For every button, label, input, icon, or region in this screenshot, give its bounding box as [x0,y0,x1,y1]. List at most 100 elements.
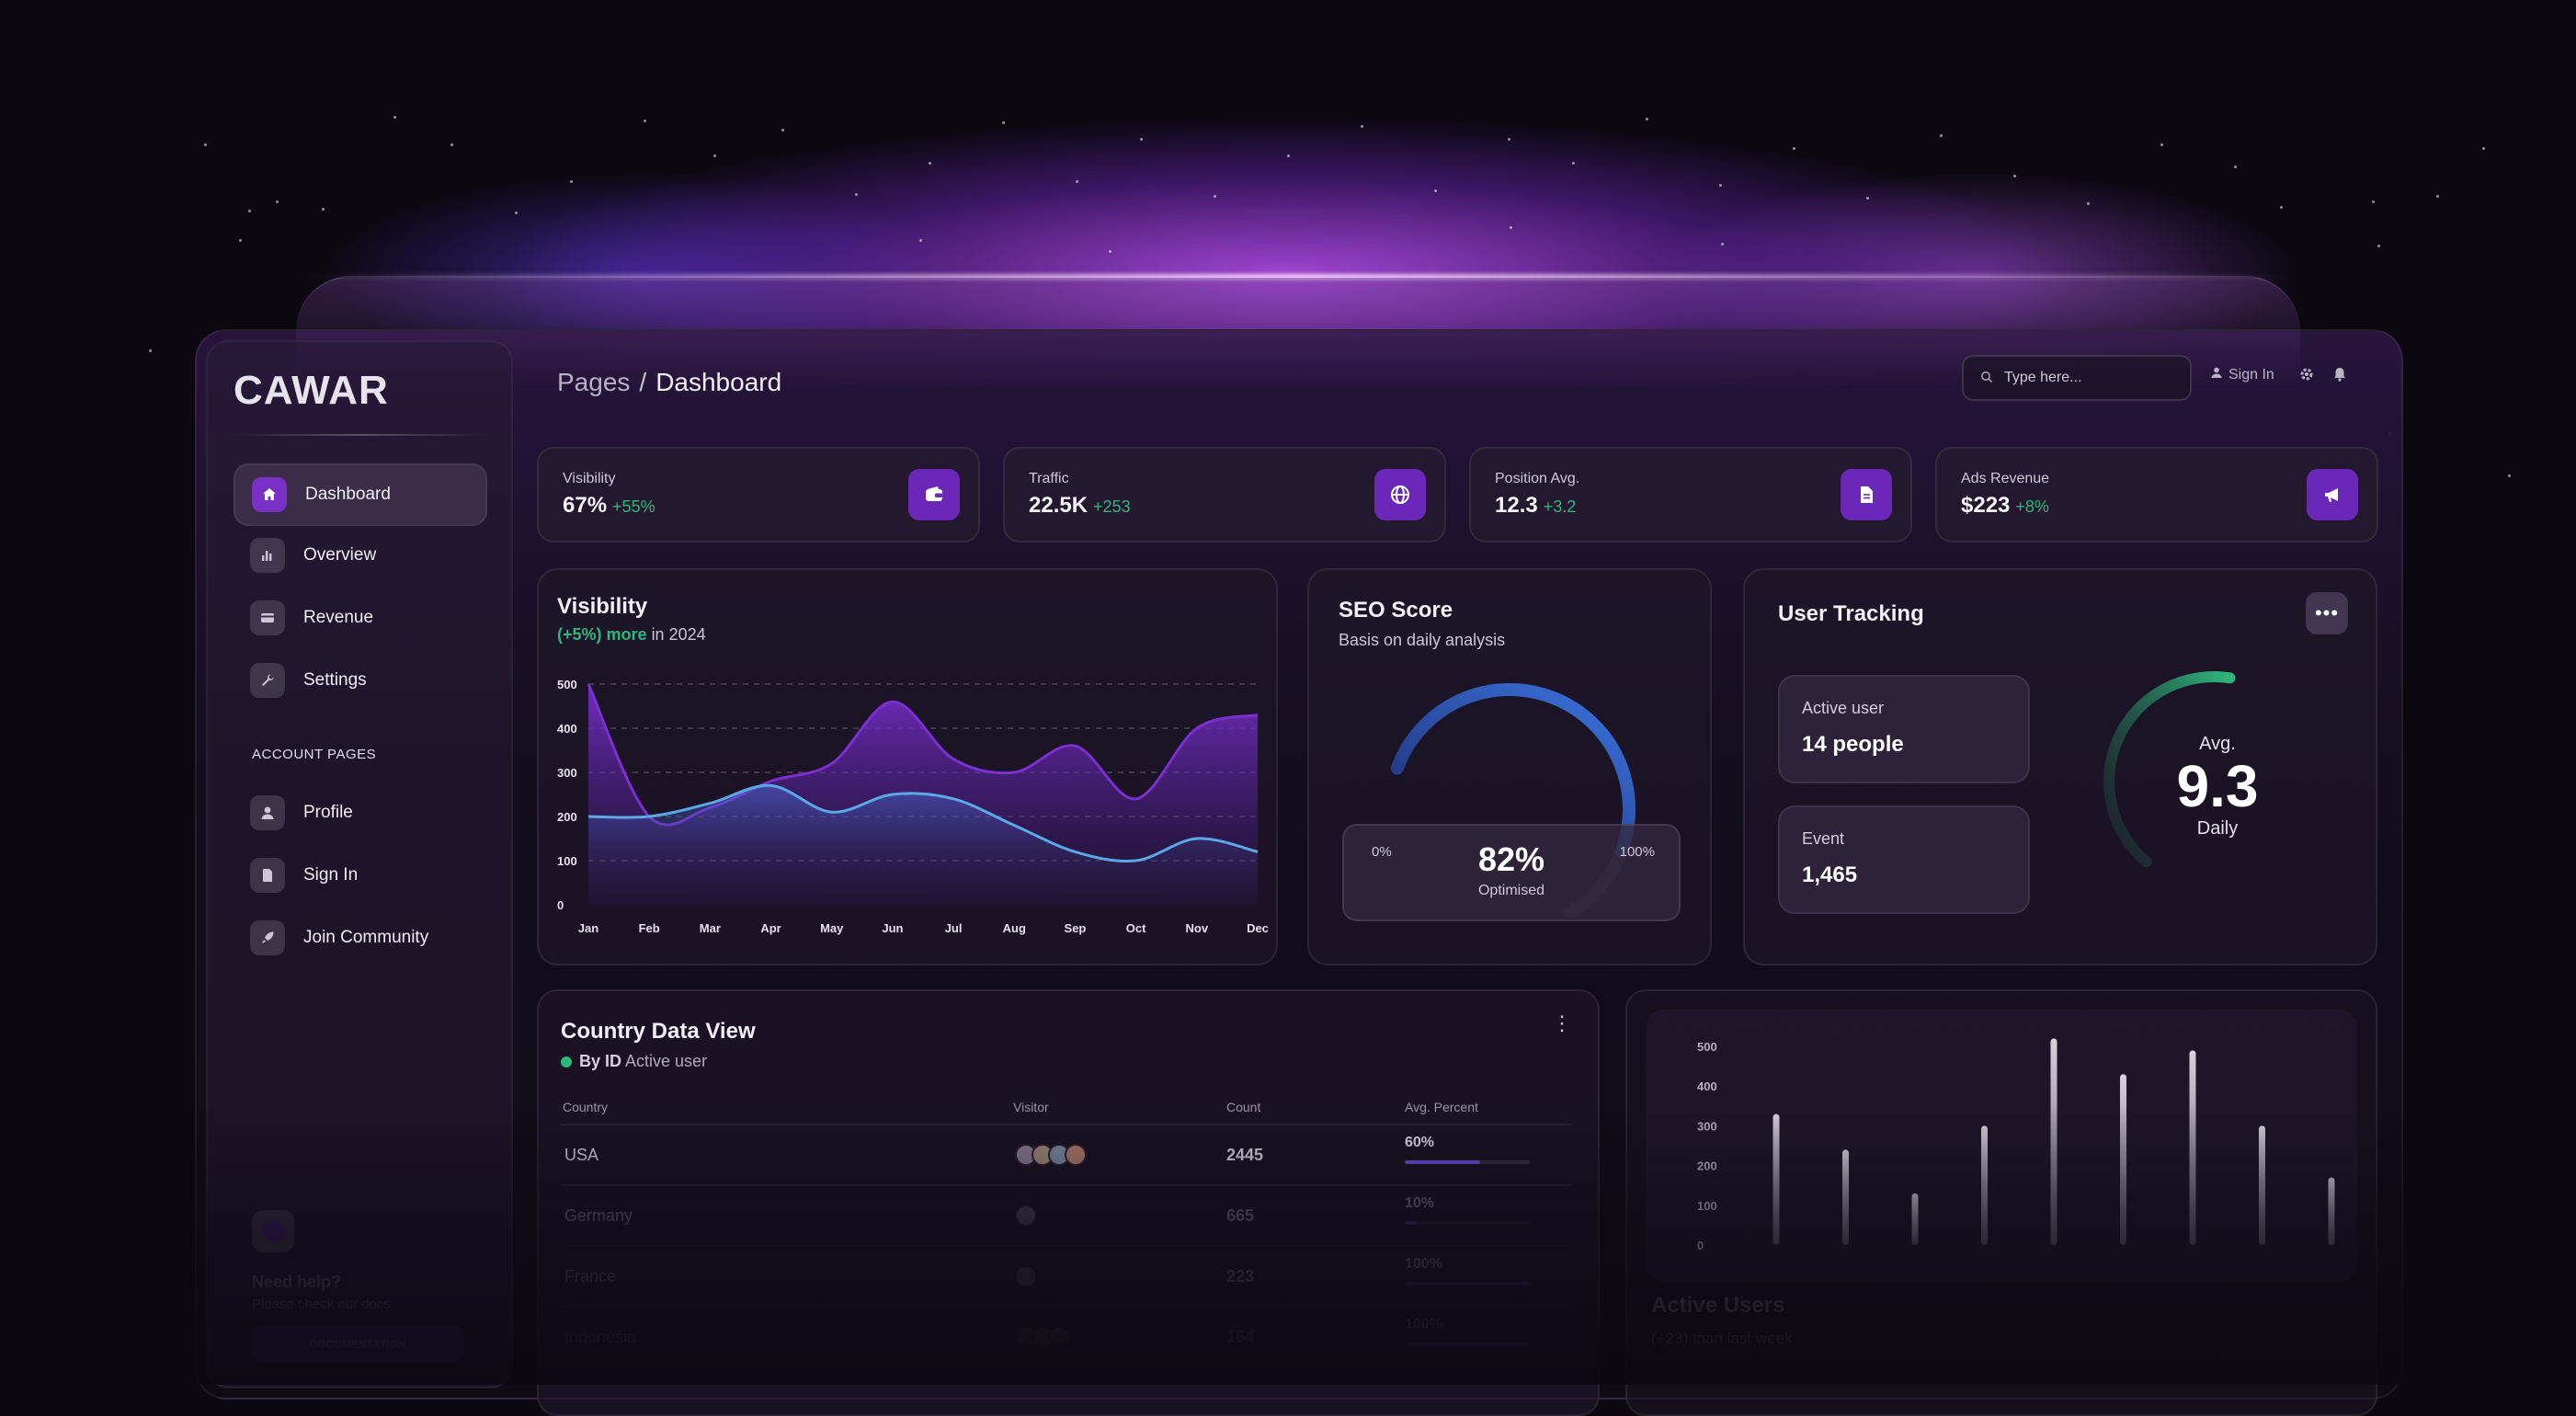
breadcrumb-parent[interactable]: Pages [557,368,631,396]
y-tick-label: 100 [1697,1199,1717,1213]
sign-in-link[interactable]: Sign In [2210,366,2274,383]
star [2436,195,2439,198]
seo-max-label: 100% [1619,844,1655,860]
x-tick-label: Aug [1003,921,1026,935]
star [1866,197,1869,200]
sign-in-label: Sign In [2228,366,2274,383]
stat-delta: +8% [2015,497,2049,516]
series-blue-line [587,783,1259,863]
y-tick-label: 0 [1697,1239,1704,1252]
star [570,180,573,183]
country-cell: USA [564,1146,599,1164]
bar [2189,1050,2196,1245]
account-pages-heading: ACCOUNT PAGES [252,747,377,762]
star [1508,138,1510,141]
sidebar-item-revenue[interactable]: Revenue [234,588,484,647]
star [2087,202,2090,205]
star [1646,118,1648,120]
star [644,120,646,122]
gauge-fill [2103,671,2236,868]
percent-cell: 10% [1405,1195,1435,1211]
gear-icon[interactable] [2298,366,2315,387]
breadcrumb-separator: / [639,368,647,396]
seo-subtitle: Basis on daily analysis [1339,631,1506,649]
tracking-period-label: Daily [2196,818,2239,839]
user-tracking-title: User Tracking [1778,601,1924,626]
stat-value: $223 +8% [1961,493,2049,518]
brand-logo[interactable]: CAWAR [234,368,389,413]
stat-delta: +253 [1093,497,1131,516]
table-row[interactable]: France 223 100% [539,1247,1598,1308]
avatar [1048,1326,1070,1348]
star [515,211,518,214]
sidebar-item-label: Profile [303,803,353,822]
sidebar-item-settings[interactable]: Settings [234,651,484,710]
sidebar-item-profile[interactable]: Profile [234,783,484,842]
table-row[interactable]: USA 2445 60% [539,1125,1598,1186]
sidebar-item-sign-in[interactable]: Sign In [234,846,484,905]
visitor-avatars [1015,1326,1070,1348]
table-row[interactable]: Germany 665 10% [539,1186,1598,1247]
bar [1911,1193,1919,1245]
user-icon [250,795,285,830]
star [2377,245,2380,247]
bell-icon[interactable] [2331,366,2348,387]
sidebar-item-join-community[interactable]: Join Community [234,908,484,967]
search-box[interactable] [1962,355,2192,401]
more-options-icon[interactable]: ⋮ [1552,1011,1572,1034]
star [2234,166,2237,168]
star [1002,121,1005,124]
visitor-avatars [1015,1205,1037,1227]
stat-value: 22.5K +253 [1029,493,1131,518]
sidebar-item-label: Sign In [303,865,359,885]
sidebar-item-label: Dashboard [305,485,391,504]
star [1793,147,1795,150]
country-cell: France [564,1267,617,1285]
event-card: Event 1,465 [1778,805,2030,914]
y-tick-label: 200 [1697,1159,1717,1173]
column-header: Avg. Percent [1405,1100,1478,1114]
x-tick-label: Feb [639,921,660,935]
table-row[interactable]: Indonesia 164 100% [539,1308,1598,1368]
country-subtitle: By ID Active user [561,1052,707,1071]
star [2160,143,2163,146]
user-icon [2210,366,2223,383]
avatar [1015,1205,1037,1227]
tracking-gauge [2103,671,2236,868]
bar [2120,1074,2126,1245]
user-tracking-panel: User Tracking ••• Active user 14 people … [1743,568,2377,965]
search-icon [1980,371,1993,386]
stat-title: Ads Revenue [1961,471,2050,486]
y-tick-label: 300 [1697,1119,1717,1133]
stat-title: Visibility [563,471,616,486]
bar [1842,1149,1849,1245]
active-users-title: Active Users [1651,1293,1785,1318]
star [1510,226,1512,229]
sidebar-item-overview[interactable]: Overview [234,526,484,585]
x-tick-label: Jan [578,921,598,935]
star [450,143,453,146]
y-tick-label: 500 [1697,1040,1717,1054]
active-users-bar-chart: 0 100 200 300 400 500 [1697,1038,2335,1252]
documentation-button[interactable]: DOCUMENTATION [252,1326,463,1363]
star [2280,206,2283,209]
active-user-value: 14 people [1802,732,1904,757]
star [239,239,242,242]
stat-title: Traffic [1029,471,1069,486]
column-header: Visitor [1013,1100,1049,1114]
y-tick-label: 500 [557,678,577,691]
search-input[interactable] [2002,369,2171,387]
sidebar-item-label: Join Community [303,928,429,947]
event-label: Event [1802,829,1845,848]
more-options-button[interactable]: ••• [2306,592,2348,634]
x-tick-label: Jul [945,921,963,935]
wallet-icon [908,469,960,520]
status-dot [561,1056,572,1068]
sidebar: CAWAR Dashboard Overview Revenue Setting… [206,340,513,1388]
wrench-icon [250,663,285,698]
sidebar-item-dashboard[interactable]: Dashboard [234,463,487,526]
stat-card-traffic: Traffic 22.5K +253 [1003,447,1446,542]
percent-cell: 60% [1405,1135,1435,1150]
sidebar-item-label: Settings [303,670,367,690]
credit-card-icon [250,600,285,635]
